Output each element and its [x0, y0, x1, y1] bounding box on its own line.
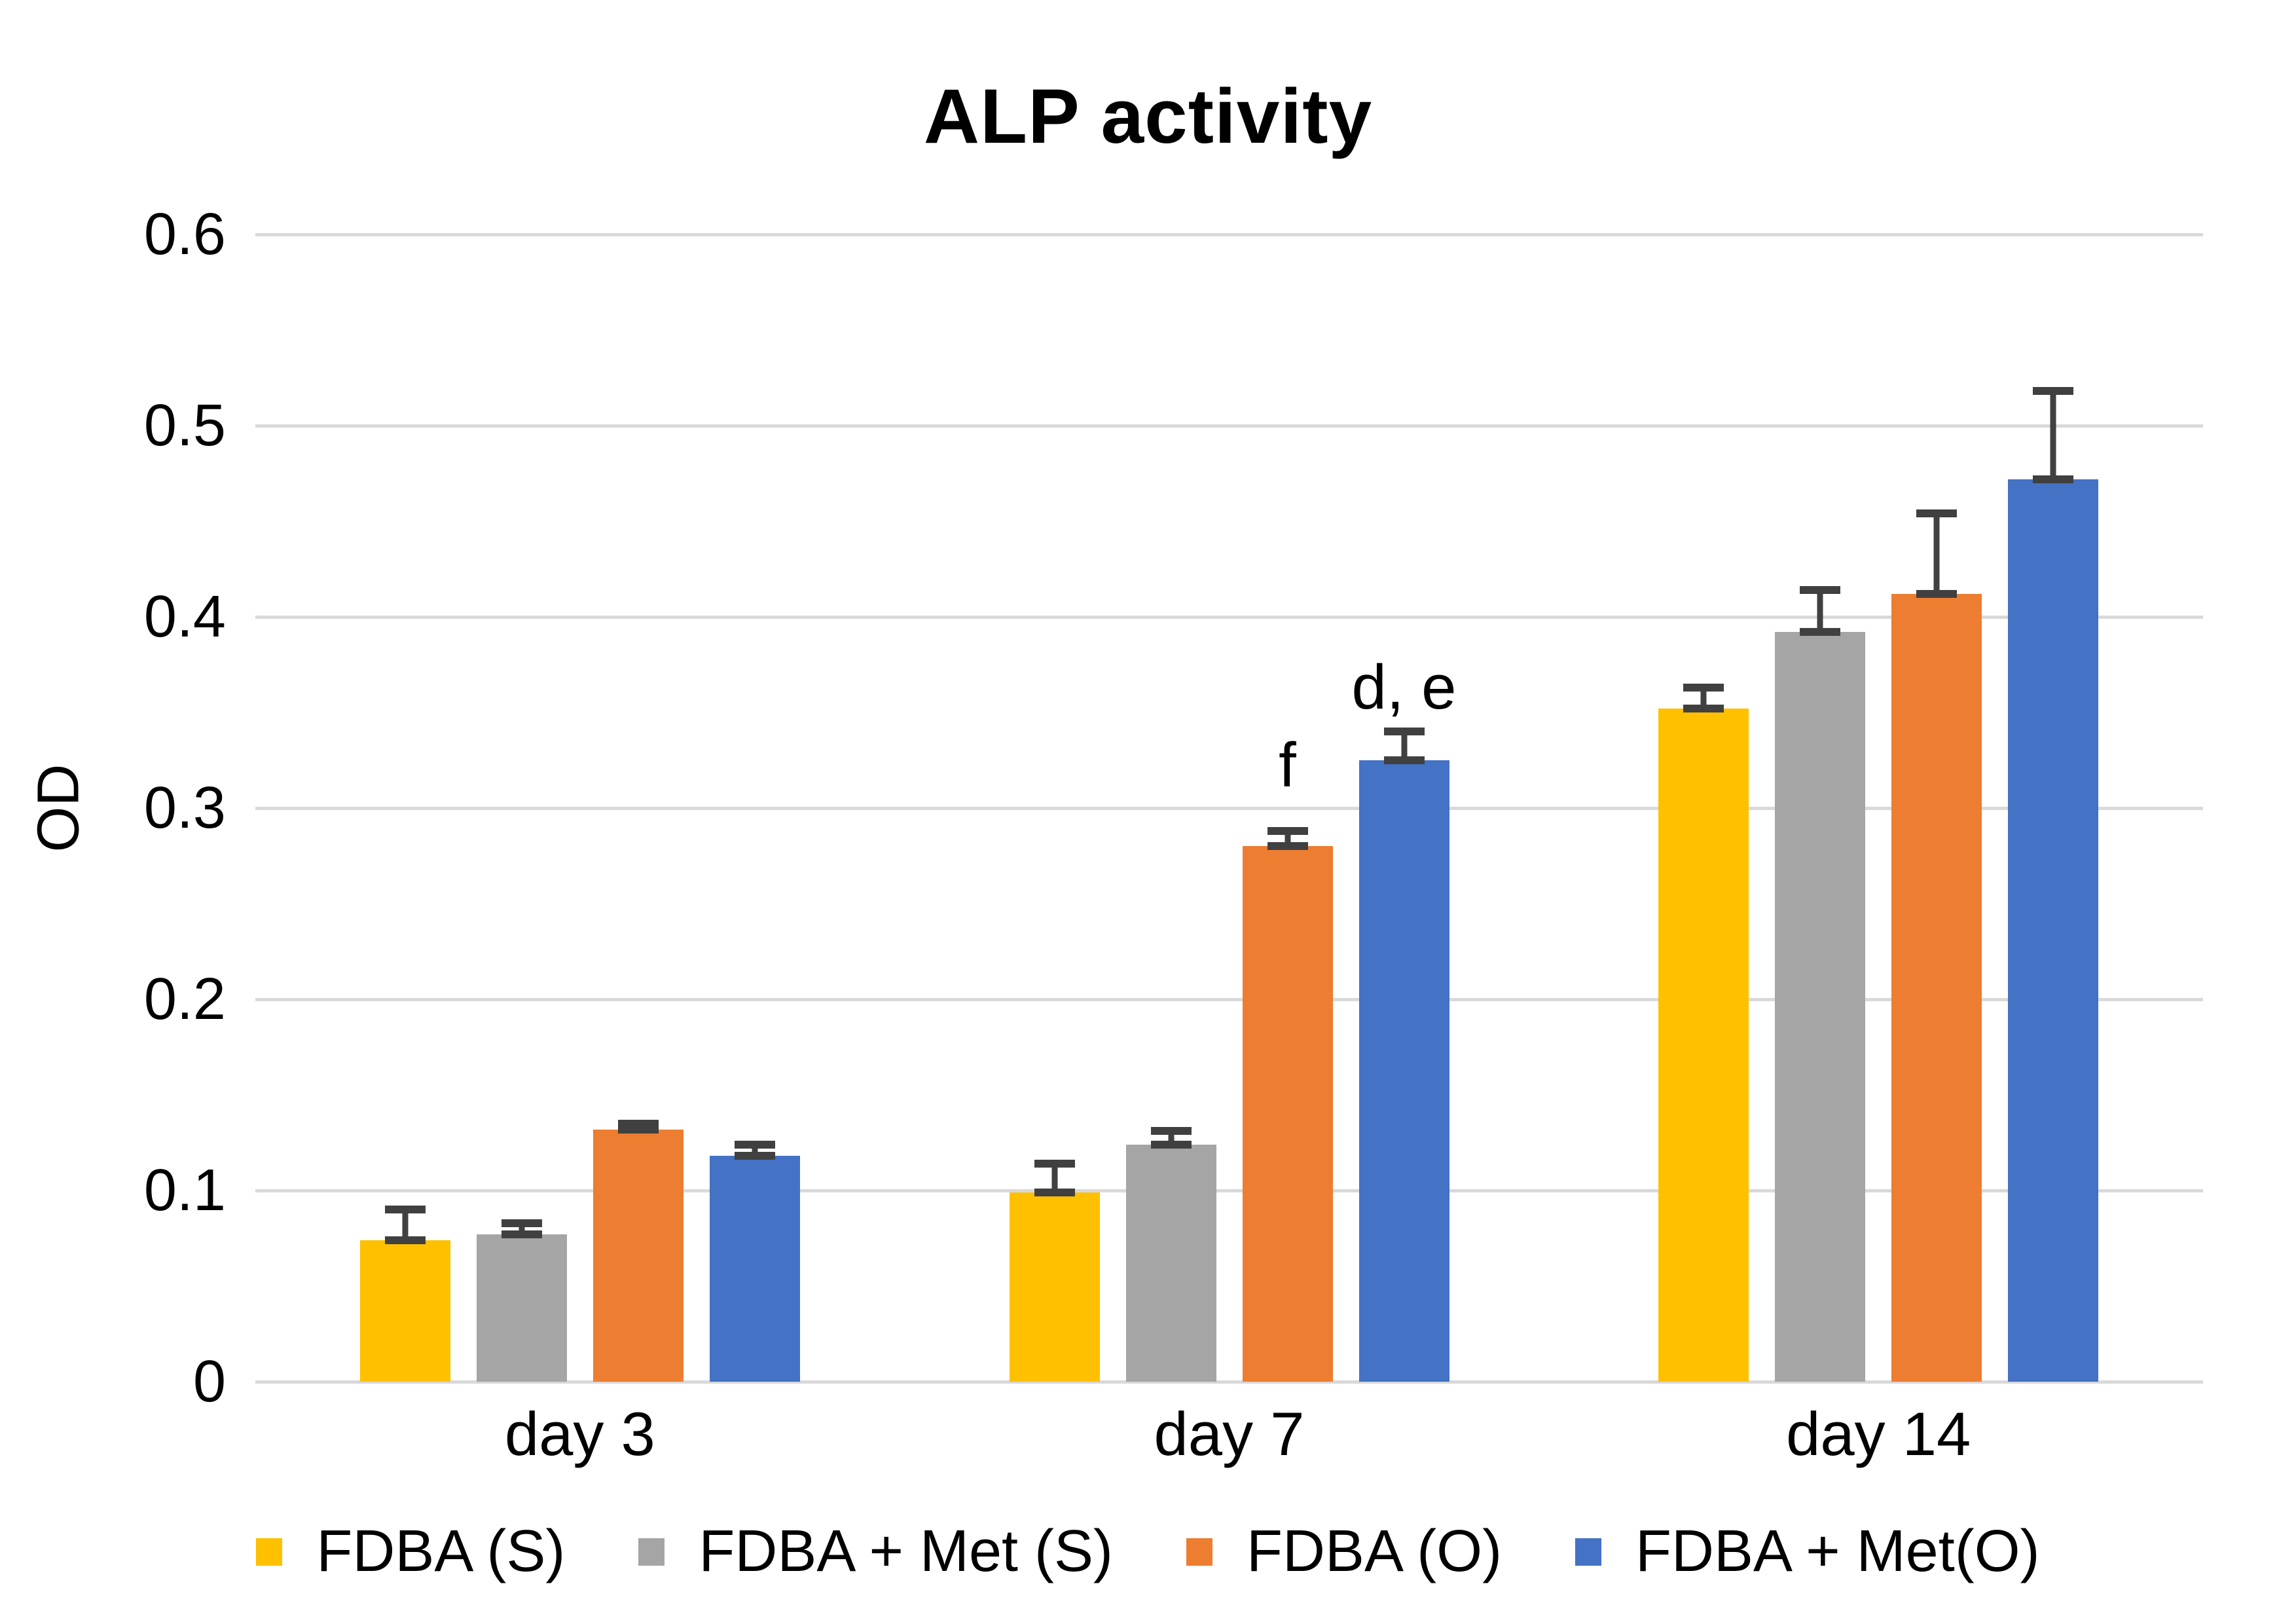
- legend-label: FDBA + Met(O): [1635, 1519, 2040, 1584]
- error-bar: [1126, 1127, 1216, 1149]
- error-bar-cap: [1150, 1140, 1192, 1149]
- gridline: [255, 998, 2203, 1001]
- error-bar: [477, 1219, 567, 1239]
- bar-FDBA-+-Met(O): [1358, 728, 1449, 1382]
- error-bar-cap: [384, 1236, 426, 1244]
- error-bar-shaft: [1168, 1130, 1174, 1145]
- bar-FDBA-+-Met(O): [709, 1140, 800, 1382]
- plot-area: 0 0.1 0.2 0.3 0.4 0.5 0.6 f d, e: [144, 205, 2203, 1411]
- significance-annotation: d, e: [1351, 652, 1457, 722]
- legend-item: FDBA + Met(O): [1575, 1518, 2040, 1585]
- error-bar-shaft: [1401, 731, 1407, 761]
- x-axis-label: day 3: [504, 1399, 655, 1468]
- error-bar-shaft: [1700, 687, 1707, 710]
- error-bar-shaft: [2050, 390, 2056, 480]
- error-bar: [1775, 586, 1865, 637]
- legend-label: FDBA + Met (S): [699, 1519, 1114, 1584]
- bar-FDBA-+-Met(O): [2008, 387, 2099, 1382]
- error-bar: [1243, 827, 1333, 851]
- bar-FDBA-(O): [1242, 827, 1333, 1382]
- chart-title: ALP activity: [923, 73, 1373, 160]
- error-bar: [1658, 684, 1749, 713]
- legend-swatch: [1575, 1538, 1602, 1566]
- y-tick-label: 0: [192, 1349, 226, 1414]
- gridline: [255, 233, 2203, 236]
- error-bar-shaft: [402, 1209, 409, 1241]
- error-bar-cap: [617, 1125, 659, 1134]
- bar-FDBA-(O): [592, 1119, 683, 1382]
- y-axis-title: OD: [26, 764, 92, 853]
- legend-item: FDBA (O): [1186, 1518, 1502, 1585]
- error-bar-cap: [1683, 705, 1724, 713]
- error-bar-shaft: [1933, 513, 1940, 595]
- error-bar: [1359, 728, 1449, 764]
- bar-FDBA-+-Met-(S): [476, 1219, 567, 1382]
- error-bar: [2008, 387, 2098, 483]
- error-bar-shaft: [1817, 589, 1823, 633]
- bar-FDBA-(S): [1658, 684, 1749, 1382]
- gridline: [255, 807, 2203, 810]
- error-bar-shaft: [1285, 830, 1290, 847]
- error-bar-cap: [1916, 589, 1958, 598]
- error-bar-cap: [1800, 628, 1841, 637]
- error-bar-cap: [501, 1230, 542, 1239]
- bar-FDBA-(S): [359, 1206, 450, 1382]
- legend-item: FDBA (S): [256, 1518, 565, 1585]
- error-bar: [1891, 509, 1982, 598]
- gridline: [255, 616, 2203, 619]
- bar-FDBA-+-Met-(S): [1125, 1127, 1216, 1382]
- gridline: [255, 1380, 2203, 1384]
- bar-FDBA-(S): [1009, 1160, 1100, 1382]
- error-bar: [593, 1119, 683, 1134]
- x-axis-label: day 14: [1786, 1399, 1971, 1468]
- x-axis-labels: day 3 day 7 day 14: [255, 1399, 2203, 1469]
- gridline: [255, 424, 2203, 428]
- legend-swatch: [1186, 1538, 1213, 1566]
- error-bar-shaft: [752, 1143, 758, 1157]
- bar-FDBA-+-Met-(S): [1775, 586, 1866, 1382]
- bar-FDBA-(O): [1891, 509, 1982, 1382]
- x-axis-label: day 7: [1154, 1399, 1305, 1468]
- category-group-day-7: [905, 234, 1554, 1382]
- error-bar-shaft: [519, 1222, 525, 1236]
- legend-swatch: [256, 1538, 283, 1566]
- y-tick-label: 0.1: [143, 1158, 226, 1223]
- significance-annotation: f: [1279, 730, 1296, 801]
- error-bar: [1010, 1160, 1100, 1196]
- error-bar-cap: [1267, 842, 1308, 851]
- category-group-day-14: [1554, 234, 2203, 1382]
- legend: FDBA (S) FDBA + Met (S) FDBA (O) FDBA + Met…: [0, 1518, 2296, 1585]
- y-tick-label: 0.6: [143, 202, 226, 267]
- legend-swatch: [638, 1538, 665, 1566]
- y-tick-label: 0.4: [143, 584, 226, 650]
- error-bar-cap: [1383, 756, 1425, 764]
- y-tick-label: 0.5: [143, 393, 226, 458]
- category-group-day-3: [255, 234, 905, 1382]
- y-tick-label: 0.2: [143, 967, 226, 1032]
- error-bar-cap: [2033, 475, 2074, 483]
- bar-groups: [255, 234, 2203, 1382]
- legend-label: FDBA (S): [316, 1519, 566, 1584]
- error-bar: [710, 1140, 800, 1160]
- legend-item: FDBA + Met (S): [638, 1518, 1113, 1585]
- error-bar-shaft: [1051, 1163, 1057, 1193]
- y-tick-label: 0.3: [143, 775, 226, 841]
- gridline: [255, 1189, 2203, 1192]
- error-bar: [360, 1206, 450, 1244]
- error-bar-cap: [734, 1152, 775, 1160]
- legend-label: FDBA (O): [1247, 1519, 1503, 1584]
- error-bar-cap: [1034, 1188, 1075, 1196]
